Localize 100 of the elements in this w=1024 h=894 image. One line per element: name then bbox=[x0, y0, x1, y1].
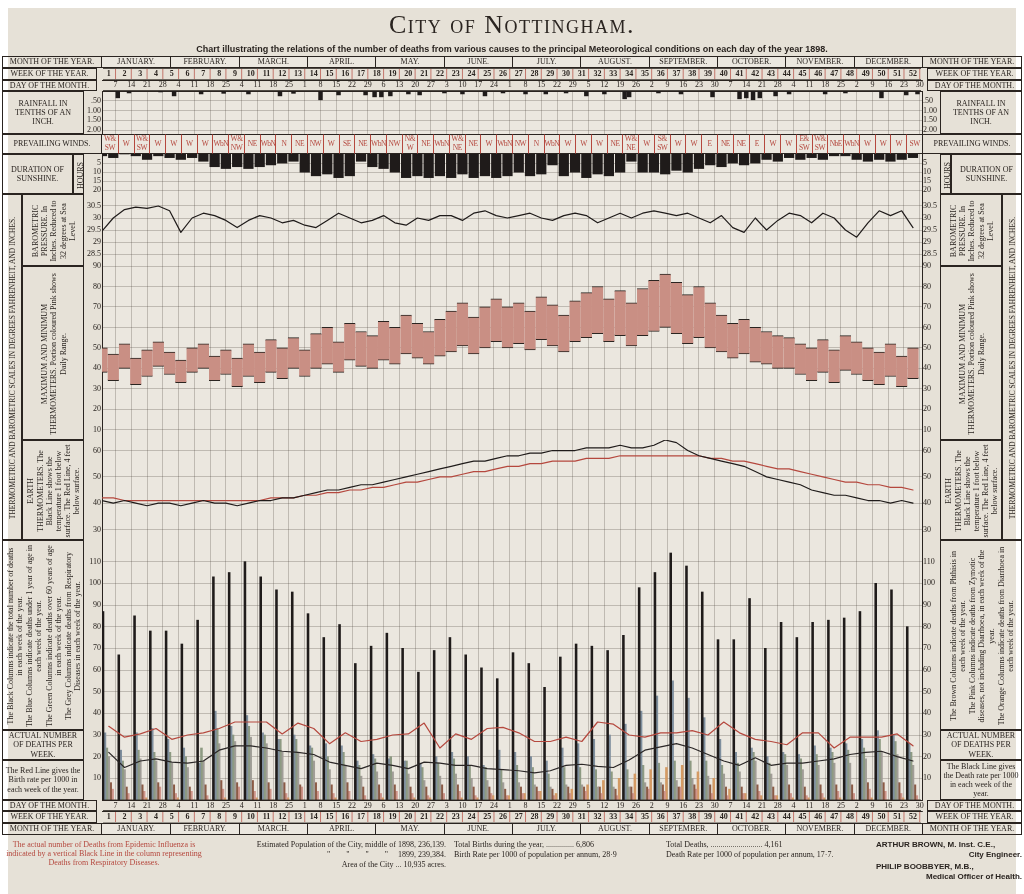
text: HOURS bbox=[74, 161, 84, 189]
category-label: MAY. bbox=[400, 57, 420, 67]
text: The Blue Columns indicate deaths under 1 year of age in each week of the year. bbox=[25, 544, 44, 728]
category-label: SEPTEMBER. bbox=[659, 824, 708, 834]
text: DAY OF THE MONTH. bbox=[9, 80, 90, 90]
category-label: FEBRUARY. bbox=[183, 57, 227, 67]
category-label: MARCH. bbox=[257, 57, 289, 67]
y-tick-label: 15 bbox=[93, 176, 101, 186]
x2-tick-label: 20 bbox=[404, 69, 413, 79]
category-label: JULY. bbox=[536, 57, 557, 67]
x2-tick-label: 20 bbox=[404, 811, 413, 821]
x-tick-label: 3 bbox=[444, 80, 449, 90]
x-tick-label: 19 bbox=[616, 800, 625, 810]
x2-tick-label: 38 bbox=[688, 69, 697, 79]
x-tick-label: 26 bbox=[631, 80, 640, 90]
x-tick-label: 4 bbox=[791, 80, 796, 90]
x2-tick-label: 7 bbox=[201, 811, 206, 821]
x2-tick-label: 13 bbox=[293, 811, 302, 821]
x2-tick-label: 27 bbox=[514, 811, 523, 821]
x2-axis-title: WEEK OF THE YEAR. bbox=[935, 69, 1014, 79]
x-tick-label: 2 bbox=[649, 800, 654, 810]
x2-tick-label: 45 bbox=[798, 811, 807, 821]
y2-tick-label: 1.50 bbox=[923, 115, 937, 125]
x-tick-label: 30 bbox=[710, 800, 719, 810]
x-tick-label: 11 bbox=[253, 800, 262, 810]
x2-tick-label: 51 bbox=[893, 69, 902, 79]
x2-tick-label: 31 bbox=[577, 69, 586, 79]
y-tick-label: 60 bbox=[93, 322, 101, 332]
text: The Brown Columns indicate deaths from Phthisis in each week of the year. bbox=[948, 551, 968, 721]
y2-tick-label: 60 bbox=[923, 445, 931, 455]
y2-axis-title: MAXIMUM AND MINIMUM THERMOMETERS. Portion coloured Pink shows Daily Range. bbox=[958, 273, 986, 435]
x2-tick-label: 6 bbox=[185, 811, 190, 821]
y2-axis-title: ACTUAL NUMBER OF DEATHS PER WEEK. bbox=[946, 731, 1016, 759]
x2-tick-label: 7 bbox=[201, 69, 206, 79]
x2-tick-label: 39 bbox=[703, 811, 712, 821]
x2-tick-label: 18 bbox=[372, 811, 381, 821]
x2-tick-label: 40 bbox=[719, 811, 728, 821]
x-tick-label: 13 bbox=[395, 800, 404, 810]
y2-tick-label: 30.5 bbox=[923, 201, 937, 211]
y-tick-label: 30 bbox=[93, 213, 101, 223]
category-label: APRIL. bbox=[329, 824, 355, 834]
x2-tick-label: 10 bbox=[246, 69, 255, 79]
x-tick-label: 22 bbox=[348, 800, 357, 810]
x-tick-label: 14 bbox=[127, 800, 136, 810]
y-tick-label: 10 bbox=[93, 424, 101, 434]
x-tick-label: 30 bbox=[915, 800, 924, 810]
y-tick-label: 29 bbox=[93, 237, 101, 247]
x-tick-label: 30 bbox=[915, 80, 924, 90]
x2-tick-label: 21 bbox=[420, 69, 429, 79]
text: The Black Columns indicate the total number of deaths in each week of the year. bbox=[5, 547, 24, 725]
x-tick-label: 21 bbox=[758, 800, 767, 810]
x-axis-title: DAY OF THE MONTH. bbox=[934, 800, 1015, 810]
y-tick-label: 20 bbox=[93, 751, 101, 761]
category-label: AUGUST. bbox=[598, 824, 632, 834]
x-tick-label: 8 bbox=[523, 80, 528, 90]
x2-tick-label: 28 bbox=[530, 69, 539, 79]
y-tick-label: 30 bbox=[93, 524, 101, 534]
x2-tick-label: 37 bbox=[672, 811, 681, 821]
text: Area of the City ... 10,935 acres. bbox=[341, 860, 446, 869]
x2-tick-label: 46 bbox=[814, 811, 823, 821]
x-tick-label: 18 bbox=[821, 80, 830, 90]
x-tick-label: 25 bbox=[284, 80, 293, 90]
x2-tick-label: 26 bbox=[498, 811, 507, 821]
text: The Red Line gives the Birth rate per 1000 in each week of the year. bbox=[5, 766, 81, 794]
y2-tick-label: 90 bbox=[923, 261, 931, 271]
text: DAY OF THE MONTH. bbox=[9, 800, 90, 810]
y2-tick-label: 40 bbox=[923, 498, 931, 508]
category-label: MARCH. bbox=[257, 824, 289, 834]
text: MONTH OF THE YEAR. bbox=[9, 824, 95, 834]
y-tick-label: 40 bbox=[93, 708, 101, 718]
x-tick-label: 15 bbox=[537, 800, 546, 810]
x-tick-label: 2 bbox=[649, 80, 654, 90]
y2-tick-label: 40 bbox=[923, 363, 931, 373]
x2-tick-label: 3 bbox=[138, 811, 143, 821]
x-tick-label: 16 bbox=[884, 800, 893, 810]
x2-tick-label: 31 bbox=[577, 811, 586, 821]
y-tick-label: 29.5 bbox=[87, 225, 101, 235]
y2-tick-label: 90 bbox=[923, 600, 931, 610]
text: The Pink Columns indicate deaths from Zymotic diseases, not including Diarrhoea, in each week of the year. bbox=[968, 549, 996, 723]
x2-tick-label: 24 bbox=[467, 811, 476, 821]
x2-tick-label: 15 bbox=[325, 811, 334, 821]
x2-tick-label: 42 bbox=[751, 811, 760, 821]
x-tick-label: 11 bbox=[190, 800, 199, 810]
x2-tick-label: 19 bbox=[388, 69, 397, 79]
x-tick-label: 8 bbox=[318, 80, 323, 90]
x2-tick-label: 12 bbox=[278, 69, 287, 79]
x-tick-label: 7 bbox=[728, 80, 733, 90]
x2-tick-label: 34 bbox=[625, 69, 634, 79]
y2-tick-label: 70 bbox=[923, 643, 931, 653]
x2-tick-label: 35 bbox=[640, 811, 649, 821]
x-tick-label: 29 bbox=[568, 800, 577, 810]
x-tick-label: 14 bbox=[742, 800, 751, 810]
y2-tick-label: 10 bbox=[923, 773, 931, 783]
x2-tick-label: 14 bbox=[309, 811, 318, 821]
x2-tick-label: 43 bbox=[767, 69, 776, 79]
y-tick-label: 30.5 bbox=[87, 201, 101, 211]
x-tick-label: 28 bbox=[773, 80, 782, 90]
x-tick-label: 7 bbox=[113, 800, 118, 810]
x-tick-label: 16 bbox=[884, 80, 893, 90]
x-tick-label: 1 bbox=[302, 80, 307, 90]
